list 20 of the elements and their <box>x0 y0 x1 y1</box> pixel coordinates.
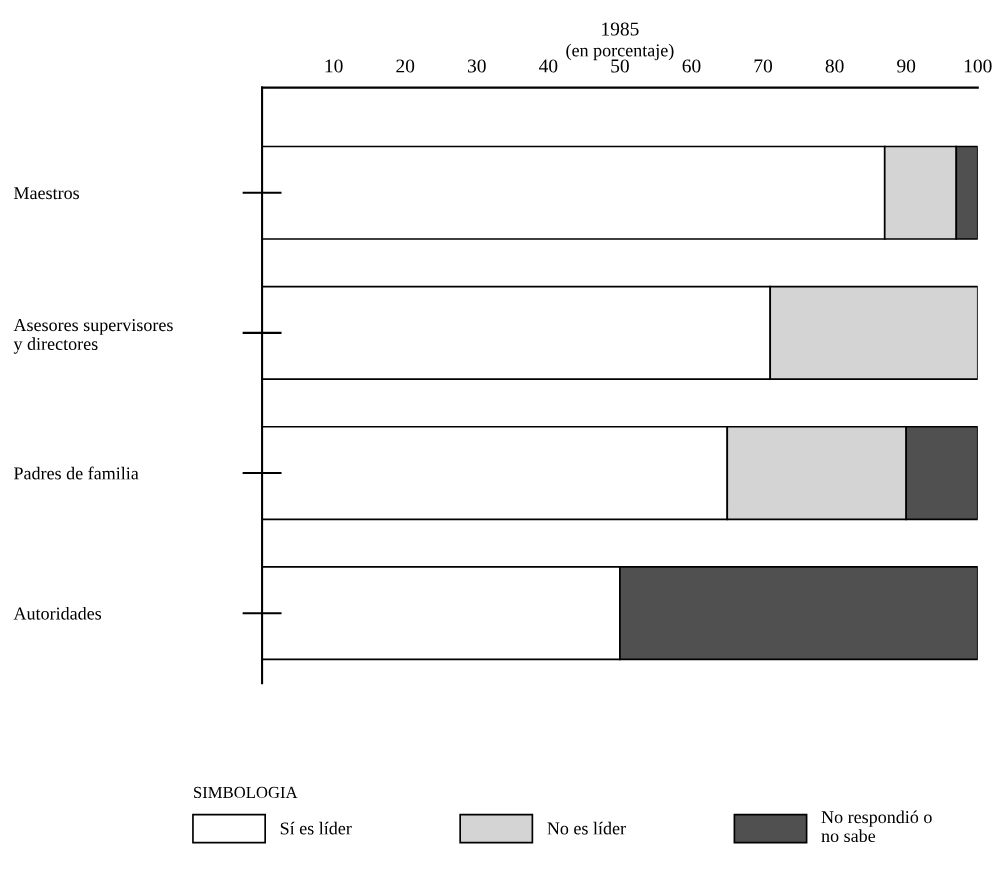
x-tick-label: 10 <box>325 59 343 73</box>
chart-title: 1985 <box>602 22 639 36</box>
chart-subtitle: (en porcentaje) <box>566 43 674 61</box>
x-tick-label: 20 <box>396 59 415 73</box>
x-tick-label: 70 <box>754 59 773 73</box>
legend-label: Sí es líder <box>280 821 352 835</box>
legend-title: SIMBOLOGIA <box>194 786 298 799</box>
x-tick-label: 40 <box>539 59 558 73</box>
x-tick-label: 30 <box>467 59 486 73</box>
legend-label: No respondió o no sabe <box>821 810 932 843</box>
x-tick-label: 100 <box>964 59 992 73</box>
y-tick-label: Padres de familia <box>13 466 139 480</box>
x-tick-label: 80 <box>825 59 844 73</box>
x-tick-label: 50 <box>611 59 629 73</box>
y-tick-label: Asesores supervisores y directores <box>13 319 173 354</box>
x-tick-label: 90 <box>897 59 916 73</box>
y-tick-label: Autoridades <box>13 606 102 620</box>
legend-label: No es líder <box>547 821 626 835</box>
y-tick-label: Maestros <box>13 187 80 200</box>
x-tick-label: 60 <box>682 59 701 73</box>
